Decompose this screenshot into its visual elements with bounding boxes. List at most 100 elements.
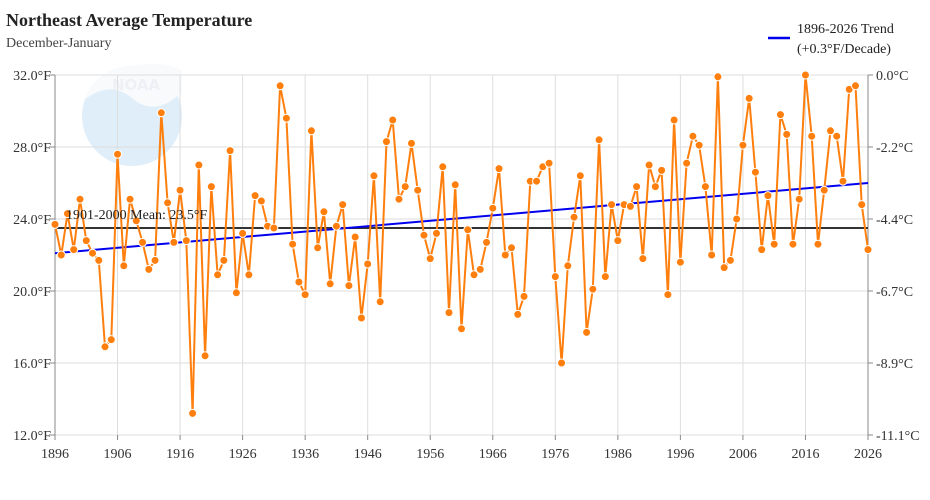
data-point-2021 [832, 131, 842, 141]
x-tick-label: 1906 [104, 447, 132, 462]
data-point-1902 [88, 248, 98, 258]
data-point-2017 [807, 131, 817, 141]
data-point-1973 [532, 176, 542, 186]
data-point-2012 [775, 110, 785, 120]
data-point-1921 [206, 182, 216, 192]
data-point-1970 [513, 309, 523, 319]
data-point-1942 [338, 200, 348, 210]
data-point-1905 [106, 335, 116, 345]
data-point-1934 [288, 239, 298, 249]
data-point-1918 [188, 408, 198, 418]
data-point-1922 [213, 270, 223, 280]
data-point-1982 [588, 284, 598, 294]
data-point-1913 [156, 108, 166, 118]
chart-title: Northeast Average Temperature [6, 10, 252, 30]
data-point-1975 [544, 158, 554, 168]
data-point-1980 [575, 171, 585, 181]
data-point-1965 [482, 237, 492, 247]
data-point-1944 [350, 232, 360, 242]
data-point-1981 [582, 327, 592, 337]
data-point-1937 [306, 126, 316, 136]
data-point-1908 [125, 194, 135, 204]
data-point-1926 [238, 228, 248, 238]
data-point-1953 [406, 138, 416, 148]
data-point-1993 [657, 165, 667, 175]
data-point-2025 [857, 200, 867, 210]
data-point-1938 [313, 243, 323, 253]
data-point-2011 [769, 239, 779, 249]
data-point-1900 [75, 194, 85, 204]
data-point-1945 [356, 313, 366, 323]
data-point-1961 [457, 324, 466, 334]
data-point-1916 [175, 185, 185, 195]
data-point-1998 [688, 131, 698, 141]
data-point-1957 [431, 228, 441, 238]
x-tick-label: 1996 [666, 447, 694, 462]
x-tick-label: 1976 [541, 447, 569, 462]
legend[interactable]: 1896-2026 Trend (+0.3°F/Decade) [768, 22, 894, 57]
data-point-1914 [163, 198, 173, 208]
y-tick-label-left: 20.0°F [13, 285, 51, 300]
data-point-2026 [863, 245, 873, 255]
noaa-logo-bird [84, 63, 182, 107]
data-point-1968 [500, 250, 510, 260]
data-point-1978 [563, 261, 573, 271]
data-point-1950 [388, 115, 398, 125]
data-point-1919 [194, 160, 204, 170]
x-tick-label: 2016 [791, 447, 819, 462]
data-point-1948 [375, 297, 385, 307]
data-point-1994 [663, 290, 673, 300]
noaa-logo-text: NOAA [112, 76, 161, 94]
data-point-1983 [594, 135, 604, 145]
data-point-1985 [607, 200, 617, 210]
noaa-logo-circle [82, 66, 182, 166]
y-tick-label-left: 28.0°F [13, 141, 51, 156]
data-point-1951 [394, 194, 404, 204]
data-point-2019 [819, 185, 829, 195]
data-point-1992 [650, 182, 660, 192]
data-point-1940 [325, 279, 335, 289]
data-point-1967 [494, 164, 504, 174]
y-tick-label-left: 24.0°F [13, 213, 51, 228]
data-point-2010 [763, 191, 773, 201]
data-point-1947 [369, 171, 379, 181]
data-point-1911 [144, 264, 154, 274]
data-point-1923 [219, 255, 229, 265]
y-tick-label-right: -2.2°C [876, 141, 913, 156]
x-tick-label: 2026 [854, 447, 882, 462]
data-point-1904 [100, 342, 110, 352]
data-point-1997 [682, 158, 692, 168]
data-point-2013 [782, 129, 792, 139]
data-point-1949 [381, 137, 391, 147]
y-tick-label-right: -11.1°C [876, 429, 920, 444]
data-point-1915 [169, 237, 179, 247]
data-point-1912 [150, 255, 160, 265]
data-point-1976 [550, 272, 560, 282]
data-point-1989 [632, 182, 642, 192]
data-points [50, 70, 873, 418]
y-tick-label-left: 32.0°F [13, 69, 51, 84]
data-point-1996 [675, 257, 685, 267]
data-point-1898 [63, 209, 73, 219]
data-point-1995 [669, 115, 679, 125]
data-point-2003 [719, 263, 729, 273]
data-point-1899 [69, 245, 79, 255]
x-tick-label: 1936 [291, 447, 319, 462]
y-tick-label-left: 12.0°F [13, 429, 51, 444]
y-tick-label-right: -4.4°C [876, 213, 913, 228]
mean-label: 1901-2000 Mean: 23.5°F [66, 208, 208, 223]
data-point-1910 [138, 237, 148, 247]
data-point-2006 [738, 140, 748, 150]
data-point-1906 [113, 149, 123, 159]
data-point-1920 [200, 351, 210, 361]
data-point-1984 [600, 272, 610, 282]
data-point-2014 [788, 239, 798, 249]
data-point-2002 [713, 72, 723, 82]
data-point-1943 [344, 281, 354, 291]
y-tick-label-left: 16.0°F [13, 357, 51, 372]
data-point-1952 [400, 182, 410, 192]
axes: 12.0°F -11.1°C 16.0°F -8.9°C 20.0°F -6.7°C 24.… [13, 69, 919, 462]
data-point-1988 [625, 201, 635, 211]
